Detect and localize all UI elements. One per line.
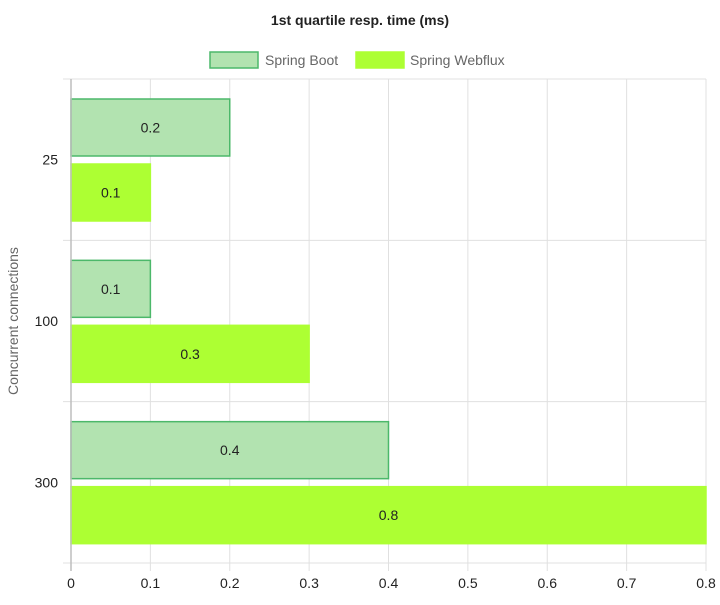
bar-label-1-1: 0.3	[180, 346, 200, 362]
chart-title: 1st quartile resp. time (ms)	[271, 12, 449, 28]
bar-label-0-2: 0.4	[220, 442, 240, 458]
x-tick-label-8: 0.8	[696, 575, 716, 591]
legend-label-1[interactable]: Spring Webflux	[410, 52, 505, 68]
bar-label-0-1: 0.1	[101, 281, 121, 297]
bar-label-0-0: 0.2	[141, 120, 161, 136]
bar-1-2[interactable]	[70, 485, 707, 545]
bars: 0.2 0.1 0.1 0.3 0.4 0.8	[70, 98, 707, 545]
x-tick-label-4: 0.4	[379, 575, 399, 591]
x-tick-label-2: 0.2	[220, 575, 240, 591]
x-tick-label-3: 0.3	[299, 575, 319, 591]
bar-0-0[interactable]	[70, 98, 231, 157]
x-tick-label-6: 0.6	[538, 575, 558, 591]
bar-label-1-0: 0.1	[101, 185, 121, 201]
bar-0-1[interactable]	[70, 259, 152, 319]
bar-1-1[interactable]	[70, 324, 310, 384]
legend-label-0[interactable]: Spring Boot	[265, 52, 338, 68]
bar-0-2[interactable]	[70, 420, 390, 480]
y-tick-label-2: 300	[35, 474, 59, 490]
axes: 0 0.1 0.2 0.3 0.4 0.5 0.6 0.7 0.8 25 100 300	[35, 79, 716, 591]
legend-swatch-0[interactable]	[209, 51, 259, 69]
bar-label-1-2: 0.8	[379, 507, 399, 523]
bar-1-0[interactable]	[70, 163, 152, 222]
y-tick-label-1: 100	[35, 313, 59, 329]
y-axis-title: Concurrent connections	[5, 247, 21, 395]
legend-swatch-1[interactable]	[355, 51, 405, 69]
x-tick-label-5: 0.5	[458, 575, 478, 591]
x-tick-label-0: 0	[67, 575, 75, 591]
y-tick-label-0: 25	[42, 152, 58, 168]
x-tick-label-7: 0.7	[617, 575, 637, 591]
x-tick-label-1: 0.1	[141, 575, 161, 591]
legend: Spring Boot Spring Webflux	[209, 51, 505, 69]
grid	[63, 78, 707, 571]
